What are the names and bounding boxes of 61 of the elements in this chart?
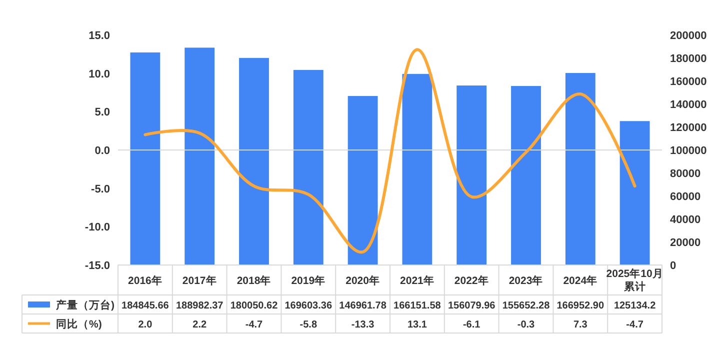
y-tick-label: 5.0: [94, 106, 110, 119]
data-label: 146961.78: [339, 300, 387, 312]
data-label: 2.2: [192, 320, 207, 330]
data-label: 188982.37: [176, 300, 224, 312]
bar: [130, 52, 160, 265]
bar: [293, 70, 324, 265]
data-label: 155652.28: [502, 300, 550, 312]
data-label: 13.1: [407, 320, 428, 330]
x-tick-label: 2021年: [400, 274, 434, 287]
data-label: 166151.58: [394, 300, 442, 312]
y2-tick-label: 40000: [670, 214, 701, 226]
y-tick-label: 15.0: [88, 30, 110, 42]
x-tick-label: 2020年: [346, 274, 380, 287]
x-tick-label: 2017年: [182, 274, 217, 287]
y2-tick-label: 80000: [670, 168, 701, 180]
data-label: 166952.90: [556, 300, 604, 312]
bar: [402, 74, 432, 265]
bar: [456, 86, 487, 265]
y2-tick-label: 60000: [670, 191, 701, 203]
y2-tick-label: 180000: [670, 53, 707, 65]
y-tick-label: 10.0: [88, 68, 110, 80]
y2-tick-label: 160000: [670, 76, 707, 88]
x-tick-label: 2019年: [291, 274, 326, 287]
data-label: -13.3: [351, 320, 375, 330]
data-label: 156079.96: [448, 300, 496, 312]
data-label: -6.1: [462, 320, 481, 330]
data-label: 184845.66: [122, 300, 170, 312]
data-label: 169603.36: [284, 300, 332, 312]
y-tick-label: -10.0: [84, 222, 110, 234]
y2-tick-label: 100000: [670, 145, 707, 157]
data-label: -4.7: [626, 320, 644, 330]
y2-tick-label: 120000: [670, 122, 707, 134]
data-label: 180050.62: [230, 300, 278, 312]
y2-tick-label: 20000: [670, 237, 701, 249]
y-tick-label: -15.0: [84, 260, 110, 272]
x-tick-label: 2022年: [454, 274, 489, 287]
x-tick-label: 2023年: [508, 274, 544, 287]
x-tick-label: 2018年: [236, 274, 272, 287]
x-tick-label: 2024年: [563, 274, 598, 287]
legend-label: 产量（万台): [55, 298, 114, 312]
y2-tick-label: 200000: [670, 30, 707, 42]
y2-tick-label: 140000: [670, 99, 707, 111]
bar: [348, 96, 378, 265]
data-label: 125134.2: [614, 300, 656, 312]
bar: [511, 86, 541, 265]
data-label: -0.3: [517, 320, 536, 330]
bar: [620, 121, 650, 265]
data-label: 2.0: [138, 320, 153, 330]
y2-tick-label: 0: [670, 260, 676, 272]
y-tick-label: 0.0: [94, 145, 110, 157]
line-series: [144, 48, 636, 254]
legend-label: 同比（%): [56, 318, 102, 330]
bar: [184, 48, 215, 265]
data-label: -4.7: [245, 320, 264, 330]
x-tick-label: 2025年10月累计: [606, 267, 664, 293]
y-tick-label: -5.0: [91, 183, 110, 196]
bar: [565, 73, 596, 265]
data-label: 7.3: [573, 320, 588, 330]
data-label: -5.8: [300, 320, 318, 330]
bar: [239, 58, 269, 265]
x-tick-label: 2016年: [128, 274, 162, 287]
